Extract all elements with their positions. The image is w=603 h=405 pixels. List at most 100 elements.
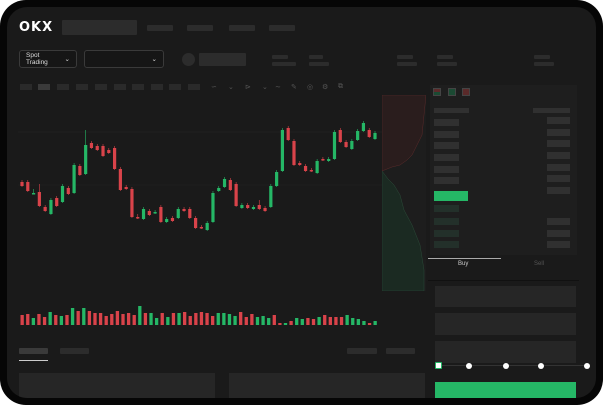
orderbook-both-view-icon[interactable] — [433, 88, 441, 96]
filter-button[interactable] — [347, 348, 377, 354]
ask-price-placeholder[interactable] — [434, 142, 459, 149]
volume-bar — [244, 317, 248, 325]
bid-price-placeholder[interactable] — [434, 241, 459, 248]
stat-value — [397, 62, 417, 66]
stat-label — [397, 55, 413, 59]
candle-body — [136, 217, 140, 219]
timeframe-button[interactable] — [188, 84, 200, 90]
spot-trading-label: Spot Trading — [26, 52, 48, 66]
fullscreen-icon[interactable]: ⧉ — [338, 83, 343, 90]
candle-body — [55, 198, 59, 206]
buy-submit-button[interactable] — [435, 382, 576, 398]
nav-item[interactable] — [229, 25, 255, 31]
timeframe-button[interactable] — [169, 84, 181, 90]
app-screen: OKX Spot Trading ⌄ ⌄ ∽ ⌄ ⊳ ⌄ ∼ ✎ ◎ ⚙ ⧉ — [7, 7, 596, 398]
timeframe-button[interactable] — [57, 84, 69, 90]
candle-body — [130, 189, 134, 217]
volume-bar — [121, 314, 125, 325]
amount-input[interactable] — [435, 313, 576, 335]
orders-panel-left — [19, 373, 215, 398]
tab-sell[interactable]: Sell — [534, 261, 545, 267]
slider-handle[interactable] — [435, 362, 442, 369]
bid-depth-area — [382, 170, 425, 291]
settings-icon[interactable]: ⚙ — [322, 84, 329, 91]
tab-open-orders[interactable] — [19, 348, 48, 354]
slider-track[interactable] — [438, 365, 588, 366]
candle-body — [78, 166, 82, 175]
bid-price-placeholder[interactable] — [434, 230, 459, 237]
spot-trading-dropdown[interactable]: Spot Trading ⌄ — [19, 50, 77, 68]
ask-price-placeholder[interactable] — [434, 119, 459, 126]
ask-amount-placeholder — [547, 175, 570, 182]
chart-type-icon[interactable]: ∽ — [211, 84, 217, 91]
okx-logo[interactable]: OKX — [19, 20, 54, 35]
candle-body — [72, 165, 76, 193]
pencil-icon[interactable]: ✎ — [291, 84, 297, 91]
ask-price-placeholder[interactable] — [434, 154, 459, 161]
timeframe-button[interactable] — [132, 84, 144, 90]
ask-amount-placeholder — [547, 140, 570, 147]
volume-bar — [42, 317, 47, 325]
ask-price-placeholder[interactable] — [434, 131, 459, 138]
slider-stop-75[interactable] — [538, 363, 544, 369]
candle-body — [49, 200, 53, 214]
ask-price-placeholder[interactable] — [434, 177, 459, 184]
price-input[interactable] — [435, 286, 576, 307]
slider-stop-50[interactable] — [503, 363, 509, 369]
candle-body — [31, 193, 36, 195]
search-placeholder[interactable] — [62, 20, 137, 35]
timeframe-button[interactable] — [151, 84, 163, 90]
volume-bar — [20, 315, 24, 325]
stat-label — [437, 55, 453, 59]
volume-bar — [323, 315, 327, 325]
volume-bar — [138, 306, 142, 325]
candle-body — [217, 188, 221, 191]
line-tool-icon[interactable]: ∼ — [275, 84, 281, 91]
orderbook-header-price — [434, 108, 469, 113]
timeframe-button[interactable] — [114, 84, 126, 90]
volume-bar — [367, 323, 372, 325]
nav-item[interactable] — [187, 25, 213, 31]
volume-bar — [289, 321, 293, 325]
tab-buy[interactable]: Buy — [458, 261, 469, 267]
stat-label — [309, 55, 323, 59]
volume-bar — [339, 317, 344, 325]
ask-price-placeholder[interactable] — [434, 166, 459, 173]
candle-body — [176, 209, 180, 218]
timeframe-button-active[interactable] — [38, 84, 50, 90]
nav-item[interactable] — [147, 25, 173, 31]
bid-price-placeholder[interactable] — [434, 205, 459, 212]
volume-bar — [171, 313, 176, 325]
candle-body — [112, 148, 117, 169]
orderbook-bids-view-icon[interactable] — [448, 88, 456, 96]
slider-stop-100[interactable] — [584, 363, 590, 369]
candle-body — [101, 146, 105, 156]
bid-price-placeholder[interactable] — [434, 218, 459, 225]
candle-body — [246, 205, 250, 208]
volume-bar — [126, 313, 131, 325]
ask-amount-placeholder — [547, 152, 570, 159]
volume-bar — [37, 314, 41, 325]
bid-amount-placeholder — [547, 218, 570, 225]
timeframe-button[interactable] — [20, 84, 32, 90]
pair-dropdown[interactable]: ⌄ — [84, 50, 164, 68]
stat-label — [534, 55, 550, 59]
tab-order-history[interactable] — [60, 348, 89, 354]
total-input[interactable] — [435, 341, 576, 363]
timeframe-button[interactable] — [95, 84, 107, 90]
slider-stop-25[interactable] — [466, 363, 472, 369]
nav-item[interactable] — [269, 25, 295, 31]
ask-amount-placeholder — [547, 187, 570, 194]
chevron-down-icon[interactable]: ⌄ — [228, 84, 234, 91]
volume-bar — [205, 313, 209, 325]
timeframe-button[interactable] — [76, 84, 88, 90]
camera-icon[interactable]: ◎ — [307, 84, 314, 91]
candle-body — [141, 209, 146, 219]
candle-body — [153, 212, 157, 214]
volume-bar — [199, 312, 204, 325]
chevron-down-icon[interactable]: ⌄ — [262, 84, 268, 91]
orderbook-asks-view-icon[interactable] — [462, 88, 470, 96]
filter-button[interactable] — [386, 348, 415, 354]
candlestick-chart[interactable] — [18, 95, 382, 335]
indicator-icon[interactable]: ⊳ — [245, 84, 251, 91]
